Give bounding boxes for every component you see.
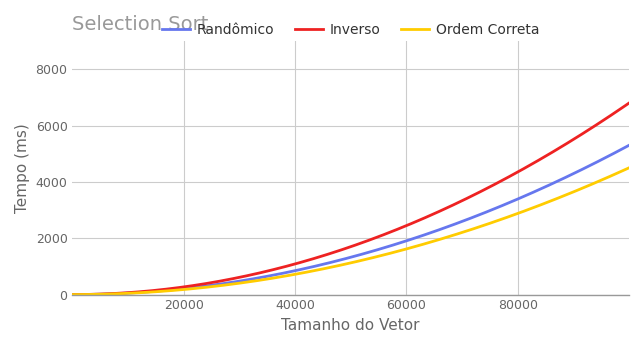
- Line: Randômico: Randômico: [72, 145, 629, 295]
- Text: Selection Sort: Selection Sort: [72, 15, 209, 34]
- Inverso: [126, 291, 133, 295]
- Line: Ordem Correta: Ordem Correta: [72, 168, 629, 295]
- Inverso: [314, 255, 321, 260]
- Ordem Correta: [451, 233, 459, 237]
- Ordem Correta: [68, 293, 76, 297]
- Inverso: [451, 202, 459, 206]
- Inverso: [502, 176, 510, 180]
- Randômico: [625, 143, 633, 148]
- Randômico: [513, 197, 520, 201]
- Randômico: [294, 268, 301, 272]
- X-axis label: Tamanho do Vetor: Tamanho do Vetor: [281, 318, 420, 333]
- Randômico: [451, 222, 459, 226]
- Y-axis label: Tempo (ms): Tempo (ms): [15, 123, 30, 213]
- Line: Inverso: Inverso: [72, 103, 629, 295]
- Ordem Correta: [513, 212, 520, 216]
- Inverso: [513, 171, 520, 175]
- Randômico: [126, 291, 133, 295]
- Inverso: [625, 101, 633, 105]
- Randômico: [314, 263, 321, 268]
- Randômico: [502, 202, 510, 206]
- Ordem Correta: [625, 166, 633, 170]
- Ordem Correta: [502, 215, 510, 220]
- Inverso: [294, 261, 301, 266]
- Ordem Correta: [294, 272, 301, 276]
- Inverso: [68, 293, 76, 297]
- Ordem Correta: [314, 268, 321, 272]
- Randômico: [68, 293, 76, 297]
- Legend: Randômico, Inverso, Ordem Correta: Randômico, Inverso, Ordem Correta: [156, 18, 545, 43]
- Ordem Correta: [126, 291, 133, 295]
